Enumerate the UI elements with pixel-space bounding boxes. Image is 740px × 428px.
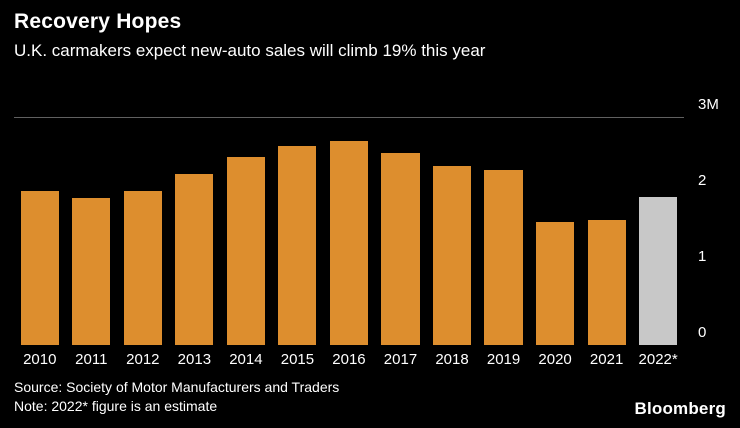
bar-2020 [536, 221, 575, 345]
y-axis-label-2: 2 [698, 171, 707, 189]
x-axis-label-2018: 2018 [435, 351, 469, 368]
source-text: Source: Society of Motor Manufacturers a… [14, 379, 340, 395]
bar-slot [117, 118, 169, 345]
y-axis-labels: 3M 2 1 0 [698, 96, 726, 345]
x-axis-label-2012: 2012 [126, 351, 160, 368]
x-axis-label-2017: 2017 [383, 351, 418, 368]
x-axis-labels: 2010 2011 2012 2013 2014 2015 2016 2017 2018 2019… [14, 351, 684, 368]
bar-slot [66, 118, 118, 345]
bar-2018 [432, 165, 472, 345]
bar-2011 [72, 198, 111, 345]
y-axis-label-3M: 3M [698, 96, 719, 113]
x-axis-label-2016: 2016 [332, 351, 366, 368]
note-text: Note: 2022* figure is an estimate [14, 398, 218, 414]
bar-2017 [381, 152, 420, 345]
bar-slot [14, 118, 66, 345]
bar-2013 [175, 174, 214, 345]
bar-slot [375, 118, 427, 345]
bar-2014 [226, 157, 265, 345]
bar-slot [169, 118, 221, 345]
bar-2019 [484, 170, 523, 345]
x-axis-label-2011: 2011 [75, 351, 108, 368]
bar-2015 [278, 146, 317, 345]
bar-2010 [20, 191, 59, 345]
x-axis-label-2010: 2010 [23, 351, 57, 368]
plot-area [14, 117, 684, 345]
bar-2016 [329, 141, 369, 345]
y-axis-label-1: 1 [698, 247, 707, 265]
chart-title: Recovery Hopes [14, 10, 182, 33]
x-axis-label-2021: 2021 [589, 351, 624, 368]
bar-slot [478, 118, 530, 345]
x-axis-label-2022*: 2022* [638, 351, 678, 368]
x-axis-label-2020: 2020 [538, 351, 572, 368]
x-axis-label-2015: 2015 [280, 351, 315, 368]
bar-slot [529, 118, 581, 345]
x-axis-label-2014: 2014 [229, 351, 263, 368]
chart-footer: Source: Society of Motor Manufacturers a… [14, 378, 339, 416]
bar-slot [272, 118, 324, 345]
bar-slot [220, 118, 272, 345]
bar-slot [632, 118, 684, 345]
x-axis-label-2019: 2019 [486, 351, 521, 368]
bar-slot [426, 118, 478, 345]
chart-subtitle: U.K. carmakers expect new-auto sales wil… [14, 41, 486, 60]
bar-2012 [123, 190, 162, 345]
bar-2022* [639, 196, 678, 345]
bar-slot [323, 118, 375, 345]
bar-2021 [587, 220, 626, 345]
x-axis-label-2013: 2013 [177, 351, 212, 368]
bloomberg-logo: Bloomberg [634, 399, 726, 418]
y-axis-label-0: 0 [698, 324, 707, 341]
bar-slot [581, 118, 633, 345]
